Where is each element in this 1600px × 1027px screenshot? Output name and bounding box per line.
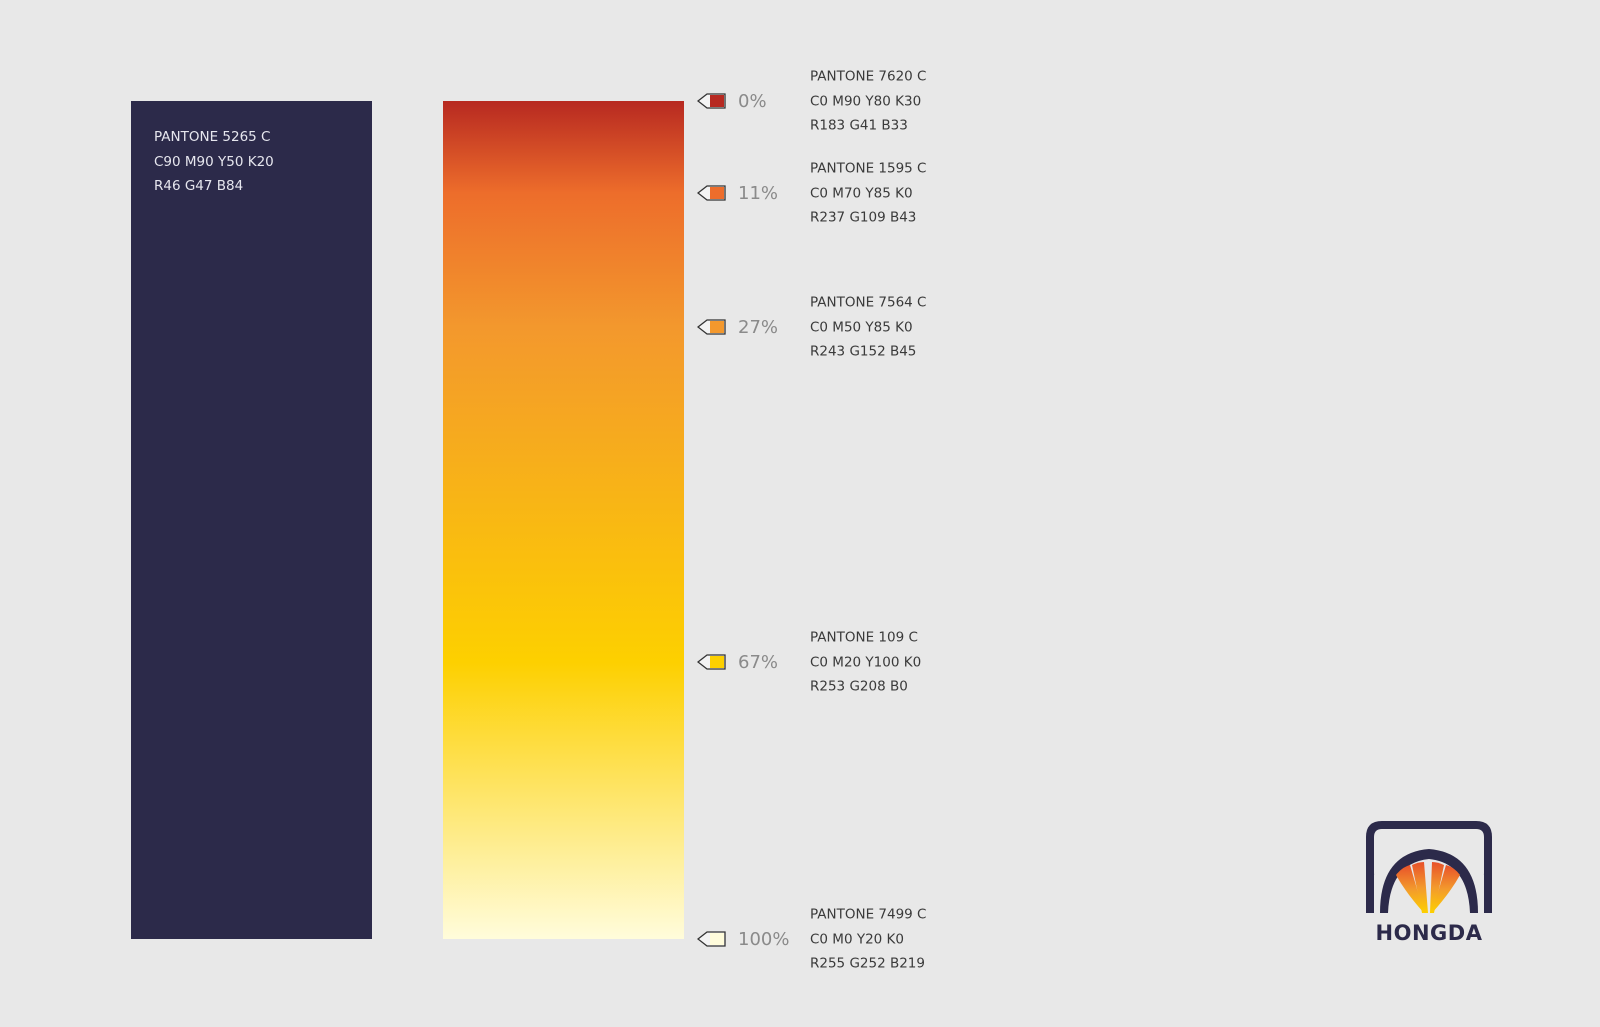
spec-line: PANTONE 7564 C [810, 294, 927, 311]
stop-pointer-icon [697, 319, 726, 335]
hongda-logo: HONGDA [1360, 815, 1498, 950]
stop-color-specs: PANTONE 7620 C C0 M90 Y80 K30 R183 G41 B33 [810, 64, 926, 138]
gradient-stop-marker: 27% [697, 315, 778, 339]
spec-line: PANTONE 109 C [810, 629, 918, 646]
pantone-code: PANTONE 5265 C [154, 129, 271, 145]
stop-color-specs: PANTONE 7499 C C0 M0 Y20 K0 R255 G252 B219 [810, 902, 926, 976]
stop-pointer-icon [697, 654, 726, 671]
primary-color-specs: PANTONE 5265 C C90 M90 Y50 K20 R46 G47 B… [154, 125, 274, 199]
spec-line: R243 G152 B45 [810, 343, 917, 360]
stop-percent: 27% [738, 316, 779, 338]
logo-emblem-icon [1366, 821, 1492, 913]
spec-line: C0 M20 Y100 K0 [810, 654, 922, 671]
spec-line: C0 M90 Y80 K30 [810, 92, 922, 109]
spec-line: C0 M0 Y20 K0 [810, 930, 904, 947]
stop-percent: 67% [738, 651, 779, 673]
logo-wordmark: HONGDA [1375, 921, 1483, 945]
stop-color-specs: PANTONE 7564 C C0 M50 Y85 K0 R243 G152 B45 [810, 291, 926, 365]
spec-line: PANTONE 7499 C [810, 906, 927, 923]
spec-line: R253 G208 B0 [810, 678, 908, 695]
spec-line: R237 G109 B43 [810, 209, 917, 226]
gradient-stop-marker: 0% [697, 89, 767, 113]
stop-pointer-icon [697, 185, 726, 201]
gradient-stop-marker: 100% [697, 927, 789, 951]
stop-pointer-icon [697, 93, 726, 109]
gradient-swatch [443, 101, 684, 939]
spec-line: PANTONE 7620 C [810, 68, 927, 85]
rgb-value: R46 G47 B84 [154, 178, 244, 194]
spec-line: R183 G41 B33 [810, 117, 908, 134]
stop-pointer-icon [697, 931, 726, 947]
primary-color-swatch: PANTONE 5265 C C90 M90 Y50 K20 R46 G47 B… [131, 101, 372, 939]
stop-percent: 100% [738, 928, 790, 950]
stop-percent: 0% [738, 90, 767, 112]
gradient-stop-marker: 11% [697, 181, 778, 205]
stop-percent: 11% [738, 182, 779, 204]
spec-line: PANTONE 1595 C [810, 160, 927, 177]
stop-color-specs: PANTONE 109 C C0 M20 Y100 K0 R253 G208 B0 [810, 626, 921, 700]
spec-line: C0 M70 Y85 K0 [810, 184, 913, 201]
stop-color-specs: PANTONE 1595 C C0 M70 Y85 K0 R237 G109 B43 [810, 156, 926, 230]
cmyk-value: C90 M90 Y50 K20 [154, 153, 274, 170]
gradient-stop-marker: 67% [697, 650, 778, 674]
spec-line: R255 G252 B219 [810, 955, 925, 972]
spec-line: C0 M50 Y85 K0 [810, 319, 913, 335]
